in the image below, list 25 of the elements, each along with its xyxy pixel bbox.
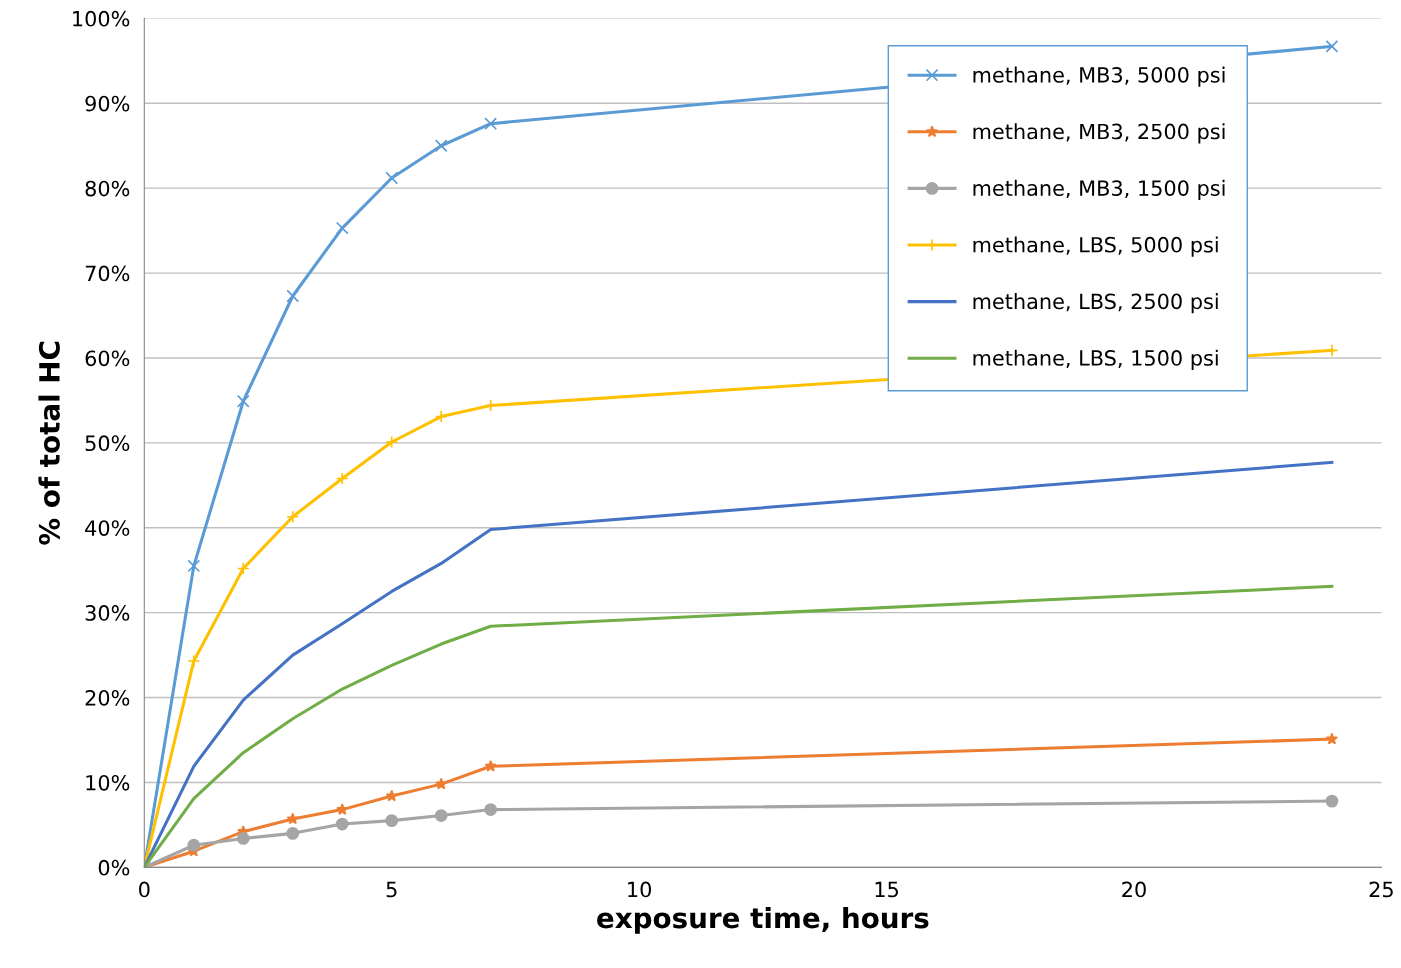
- y-tick-label: 30%: [85, 605, 130, 621]
- legend-label: methane, LBS, 1500 psi: [973, 349, 1218, 370]
- y-tick-label: 50%: [85, 435, 130, 452]
- x-axis-title: exposure time, hours: [597, 906, 929, 934]
- legend-label: methane, MB3, 2500 psi: [973, 123, 1225, 144]
- y-tick-label: 20%: [85, 689, 130, 706]
- legend-label: methane, LBS, 5000 psi: [973, 236, 1218, 257]
- y-axis-title: % of total HC: [38, 341, 60, 545]
- y-tick-label: 100%: [73, 10, 130, 27]
- y-tick-label: 60%: [85, 350, 130, 367]
- x-tick-label: 20: [1122, 881, 1146, 898]
- legend-label: methane, MB3, 1500 psi: [973, 179, 1225, 201]
- legend-label: methane, LBS, 2500 psi: [973, 293, 1218, 314]
- y-tick-label: 80%: [85, 180, 130, 197]
- y-tick-label: 90%: [85, 95, 130, 112]
- x-tick-label: 0: [139, 881, 150, 898]
- y-tick-label: 40%: [85, 520, 130, 536]
- x-tick-label: 10: [628, 881, 652, 898]
- y-tick-label: 10%: [86, 774, 130, 791]
- x-tick-label: 5: [386, 881, 397, 898]
- x-tick-label: 25: [1369, 881, 1393, 898]
- legend-label: methane, MB3, 5000 psi: [973, 66, 1225, 87]
- y-tick-label: 0%: [98, 859, 130, 876]
- x-tick-label: 15: [875, 881, 898, 898]
- y-tick-label: 70%: [85, 265, 130, 282]
